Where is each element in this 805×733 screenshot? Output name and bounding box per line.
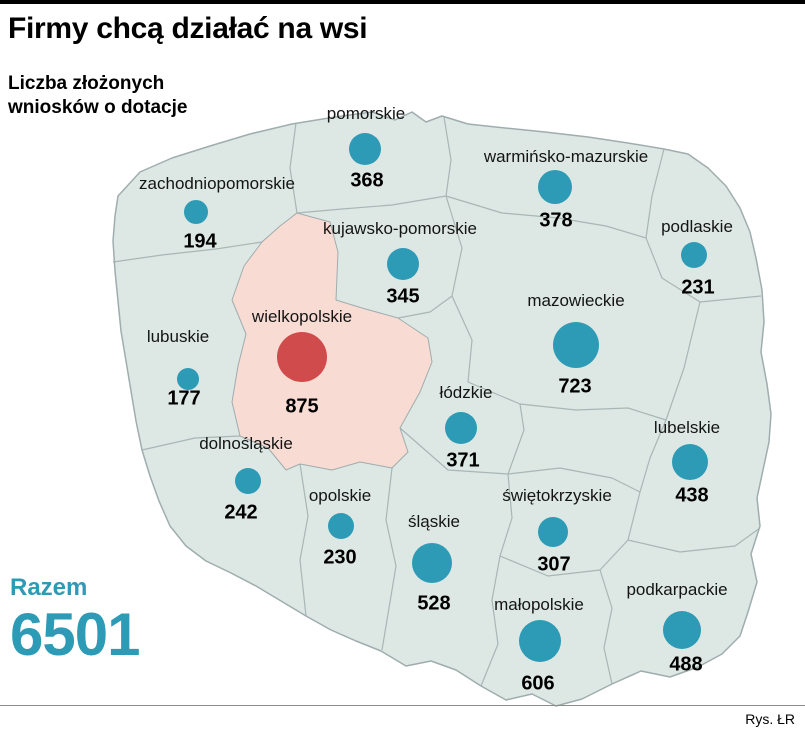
region-bubble-lubuskie xyxy=(177,368,199,390)
region-bubble-warmińsko-mazurskie xyxy=(538,170,572,204)
region-label-pomorskie: pomorskie xyxy=(326,104,406,123)
region-value-lubuskie: 177 xyxy=(167,387,201,410)
region-value-opolskie: 230 xyxy=(323,546,357,569)
region-label-śląskie: śląskie xyxy=(408,512,460,531)
footer-rule xyxy=(0,705,805,706)
region-bubble-opolskie xyxy=(328,513,354,539)
region-value-świętokrzyskie: 307 xyxy=(537,553,571,576)
subtitle-line-2: wniosków o dotacje xyxy=(8,97,188,118)
region-value-wielkopolskie: 875 xyxy=(285,395,319,418)
subtitle: Liczba złożonych wniosków o dotacje xyxy=(8,72,187,120)
region-label-lubelskie: lubelskie xyxy=(653,418,721,437)
region-label-podlaskie: podlaskie xyxy=(661,217,733,236)
region-value-małopolskie: 606 xyxy=(521,672,555,695)
region-bubble-świętokrzyskie xyxy=(538,517,568,547)
region-label-mazowieckie: mazowieckie xyxy=(527,291,625,310)
region-value-mazowieckie: 723 xyxy=(558,375,592,398)
region-bubble-lubelskie xyxy=(672,444,708,480)
region-value-podlaskie: 231 xyxy=(681,276,715,299)
region-bubble-kujawsko-pomorskie xyxy=(387,248,419,280)
subtitle-line-1: Liczba złożonych xyxy=(8,73,165,94)
region-value-dolnośląskie: 242 xyxy=(224,501,258,524)
region-bubble-podkarpackie xyxy=(663,611,701,649)
region-value-warmińsko-mazurskie: 378 xyxy=(539,209,573,232)
region-label-zachodniopomorskie: zachodniopomorskie xyxy=(139,174,295,193)
region-value-lubelskie: 438 xyxy=(675,484,709,507)
region-label-lubuskie: lubuskie xyxy=(146,327,210,346)
region-bubble-podlaskie xyxy=(681,242,707,268)
region-borders xyxy=(112,116,762,687)
region-value-pomorskie: 368 xyxy=(350,169,384,192)
region-label-opolskie: opolskie xyxy=(308,486,372,505)
region-label-dolnośląskie: dolnośląskie xyxy=(199,434,293,453)
region-value-śląskie: 528 xyxy=(417,592,451,615)
region-bubble-pomorskie xyxy=(349,133,381,165)
region-bubble-małopolskie xyxy=(519,620,561,662)
region-label-małopolskie: małopolskie xyxy=(494,595,584,614)
region-label-kujawsko-pomorskie: kujawsko-pomorskie xyxy=(323,219,477,238)
region-value-podkarpackie: 488 xyxy=(669,653,703,676)
region-label-świętokrzyskie: świętokrzyskie xyxy=(502,486,612,505)
region-label-łódzkie: łódzkie xyxy=(439,383,493,402)
region-bubble-mazowieckie xyxy=(553,322,599,368)
region-label-wielkopolskie: wielkopolskie xyxy=(251,307,353,326)
region-bubble-łódzkie xyxy=(445,412,477,444)
region-value-kujawsko-pomorskie: 345 xyxy=(386,285,420,308)
region-bubble-dolnośląskie xyxy=(235,468,261,494)
region-value-zachodniopomorskie: 194 xyxy=(183,230,217,253)
total-value: 6501 xyxy=(10,601,140,668)
credit: Rys. ŁR xyxy=(745,711,795,727)
region-bubble-zachodniopomorskie xyxy=(184,200,208,224)
region-label-warmińsko-mazurskie: warmińsko-mazurskie xyxy=(483,147,649,166)
region-bubble-wielkopolskie xyxy=(277,332,327,382)
wielkopolskie-region-highlight xyxy=(231,212,433,471)
page-title: Firmy chcą działać na wsi xyxy=(8,12,368,45)
region-label-podkarpackie: podkarpackie xyxy=(626,580,728,599)
total-block: Razem 6501 xyxy=(10,574,140,668)
region-value-łódzkie: 371 xyxy=(446,449,480,472)
total-label: Razem xyxy=(10,574,88,601)
region-bubble-śląskie xyxy=(412,543,452,583)
top-rule xyxy=(0,0,805,4)
